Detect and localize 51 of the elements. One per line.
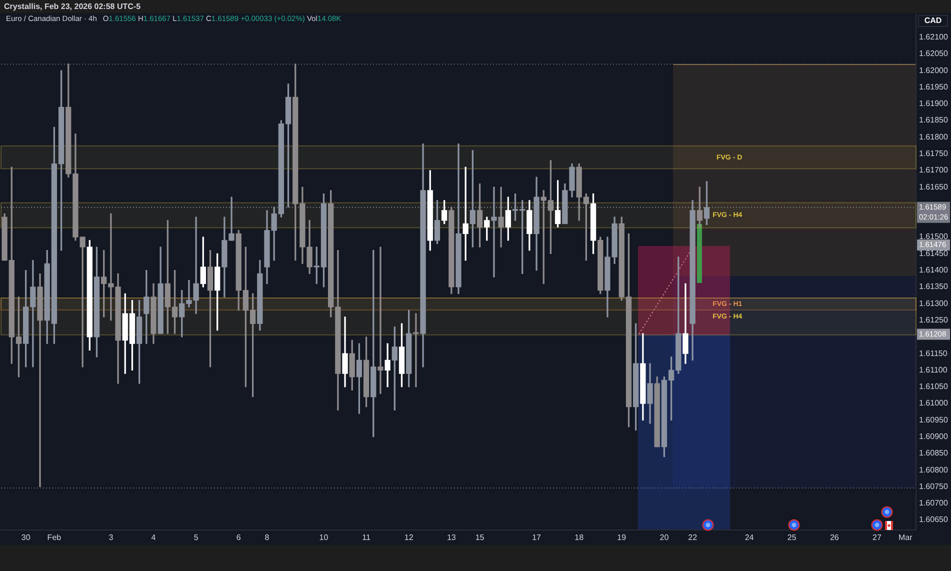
x-tick-label: 15 [475, 533, 485, 542]
y-tick-label: 1.62050 [919, 49, 948, 58]
y-tick-label: 1.61750 [919, 149, 948, 158]
x-tick-label: Feb [47, 533, 62, 542]
y-tick-label: 1.60900 [919, 432, 948, 441]
y-tick-label: 1.62000 [919, 66, 948, 75]
y-tick-label: 1.61350 [919, 282, 948, 292]
y-tick-label: 1.60850 [919, 448, 948, 458]
y-tick-label: 1.61250 [919, 315, 948, 324]
y-tick-label: 1.61700 [919, 166, 948, 175]
y-tick-label: 1.61900 [919, 99, 948, 108]
y-tick-label: 1.60750 [919, 482, 948, 491]
y-tick-label: 1.60650 [919, 515, 948, 524]
y-tick-label: 1.62100 [919, 32, 948, 42]
x-tick-label: 11 [362, 533, 371, 542]
y-axis-title: CAD [918, 15, 948, 27]
y-tick-label: 1.61850 [919, 116, 948, 125]
y-tick-label: 1.61400 [919, 266, 948, 275]
text: Crystallis, Feb 23, 2026 02:58 UTC-5 [4, 2, 141, 11]
y-tick-label: 1.61150 [919, 348, 948, 358]
y-tick-label: 1.60700 [919, 498, 948, 508]
x-tick-label: 5 [194, 533, 199, 542]
x-tick-label: 27 [872, 533, 882, 542]
x-tick-label: 8 [264, 533, 270, 542]
x-tick-label: 10 [319, 533, 329, 542]
y-tick-label: 1.61500 [919, 232, 948, 242]
y-tick-label: 1.60800 [919, 465, 948, 474]
x-tick-label: 22 [688, 533, 698, 542]
x-tick-label: 24 [744, 533, 754, 542]
x-tick-label: 12 [404, 533, 414, 542]
x-tick-label: 20 [660, 533, 670, 542]
x-tick-label: 3 [108, 533, 114, 542]
x-tick-label: 13 [446, 533, 456, 542]
x-tick-label: 19 [617, 533, 627, 542]
y-tick-label: 1.61300 [919, 298, 948, 308]
y-tick-label: 1.61100 [919, 365, 948, 374]
x-tick-label: Mar [898, 533, 913, 542]
x-tick-label: 30 [21, 533, 31, 542]
x-tick-label: 6 [236, 533, 242, 542]
x-tick-label: 26 [830, 533, 840, 542]
y-tick-label: 1.61000 [919, 398, 948, 408]
x-tick-label: 4 [151, 533, 156, 542]
x-tick-label: 17 [532, 533, 542, 542]
y-tick-label: 1.61800 [919, 132, 948, 142]
x-tick-label: 18 [574, 533, 584, 542]
x-tick-label: 25 [787, 533, 797, 542]
y-tick-label: 1.61950 [919, 82, 948, 92]
y-tick-label: 1.61650 [919, 182, 948, 192]
y-tick-label: 1.61050 [919, 382, 948, 392]
y-tick-label: 1.61450 [919, 248, 948, 258]
y-tick-label: 1.60950 [919, 415, 948, 424]
